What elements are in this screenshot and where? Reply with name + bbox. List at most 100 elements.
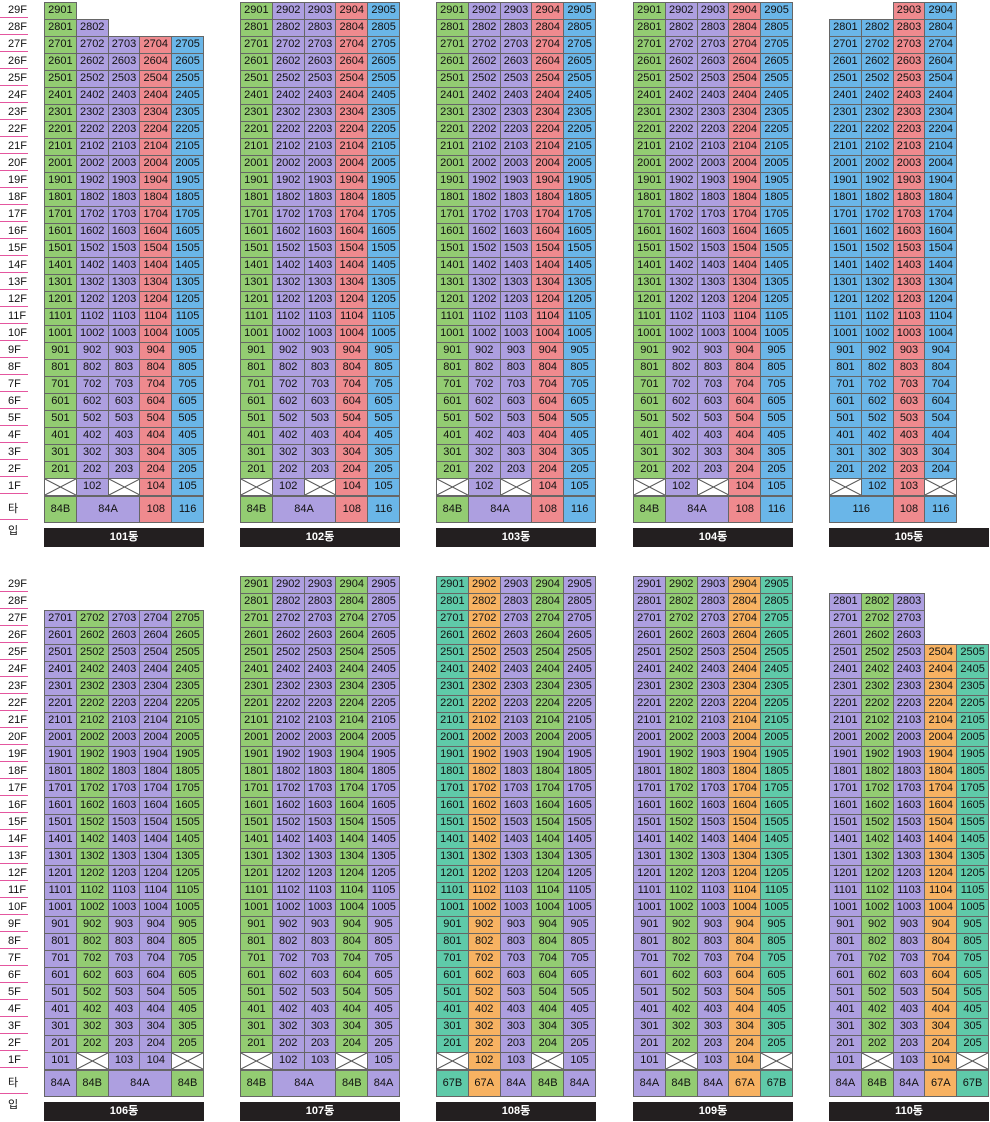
unit-cell: 2904 (728, 2, 762, 20)
unit-cell: 601 (240, 967, 273, 985)
unit-cell: 1201 (44, 291, 77, 309)
unit-cell: 2604 (531, 53, 565, 71)
unit-cell: 403 (107, 1001, 141, 1019)
unit-cell: 1101 (829, 308, 862, 326)
unit-cell: 805 (367, 359, 400, 377)
unit-cell: 1601 (240, 797, 273, 815)
unit-cell: 305 (760, 444, 793, 462)
unit-cell: 1201 (633, 291, 666, 309)
unit-cell: 1103 (107, 882, 141, 900)
unit-cell: 703 (696, 950, 730, 968)
unit-cell: 1402 (860, 831, 894, 849)
unit-cell: 1001 (633, 325, 666, 343)
unit-cell: 202 (467, 461, 501, 479)
unit-cell: 403 (303, 427, 337, 445)
unit-cell: 2101 (44, 138, 77, 156)
building-label: 105동 (829, 528, 989, 547)
unit-cell: 1304 (139, 848, 173, 866)
unit-cell: 1702 (860, 206, 894, 224)
floor-label: 4F (0, 1001, 28, 1017)
unit-cell: 1405 (760, 257, 793, 275)
unit-cell: 1304 (335, 274, 369, 292)
unit-cell: 2702 (664, 610, 698, 628)
unit-cell: 2104 (335, 138, 369, 156)
unit-cell: 1005 (760, 899, 793, 917)
unit-cell: 1403 (892, 831, 926, 849)
unit-cell: 104 (139, 1052, 173, 1070)
unit-cell: 905 (760, 916, 793, 934)
floor-label: 29F (0, 2, 28, 18)
unit-cell: 204 (335, 1035, 369, 1053)
unit-cell: 2105 (956, 712, 989, 730)
unit-cell: 1202 (860, 865, 894, 883)
unit-cell: 603 (107, 967, 141, 985)
unit-cell: 305 (563, 1018, 596, 1036)
unit-cell: 1603 (696, 223, 730, 241)
unit-cell: 1002 (271, 325, 305, 343)
unit-cell: 2905 (367, 576, 400, 594)
unit-cell: 2902 (271, 576, 305, 594)
unit-cell: 703 (892, 376, 926, 394)
unit-cell: 2303 (499, 104, 533, 122)
unit-cell: 901 (829, 916, 862, 934)
floor-label: 18F (0, 763, 28, 779)
unit-cell: 1204 (924, 865, 958, 883)
unit-cell: 1105 (563, 882, 596, 900)
unit-cell: 1403 (696, 257, 730, 275)
unit-cell: 2802 (467, 593, 501, 611)
unit-cell: 1004 (728, 325, 762, 343)
unit-cell: 604 (335, 393, 369, 411)
unit-cell: 2703 (892, 36, 926, 54)
unit-cell: 1602 (271, 797, 305, 815)
unit-cell: 2304 (139, 678, 173, 696)
unit-cell: 1202 (664, 865, 698, 883)
unit-cell: 903 (303, 916, 337, 934)
unit-cell: 803 (892, 359, 926, 377)
unit-cell: 503 (499, 984, 533, 1002)
unit-cell: 1601 (44, 797, 77, 815)
unit-cell: 1503 (696, 240, 730, 258)
unit-cell: 1604 (728, 797, 762, 815)
unit-cell: 1004 (531, 899, 565, 917)
unit-cell: 601 (44, 967, 77, 985)
unit-cell: 1805 (760, 763, 793, 781)
unit-cell: 1601 (829, 223, 862, 241)
unit-cell: 201 (633, 1035, 666, 1053)
unit-cell: 2203 (107, 121, 141, 139)
unit-cell: 2204 (728, 695, 762, 713)
unit-cell: 1403 (303, 257, 337, 275)
unit-cell: 1205 (563, 865, 596, 883)
unit-cell: 203 (696, 1035, 730, 1053)
unit-cell: 2904 (728, 576, 762, 594)
unit-cell: 2101 (436, 712, 469, 730)
unit-cell: 1101 (633, 308, 666, 326)
unit-cell: 1605 (563, 797, 596, 815)
unit-cell: 803 (107, 359, 141, 377)
unit-cell: 1801 (436, 189, 469, 207)
unit-cell: 204 (924, 1035, 958, 1053)
unit-cell: 1201 (240, 865, 273, 883)
unit-cell: 2701 (240, 610, 273, 628)
unit-cell: 103 (499, 1052, 533, 1070)
unit-cell: 402 (860, 1001, 894, 1019)
unit-cell: 2504 (531, 644, 565, 662)
unit-cell: 2304 (531, 678, 565, 696)
unit-cell: 504 (728, 984, 762, 1002)
unit-cell: 203 (892, 461, 926, 479)
unit-cell: 1903 (303, 172, 337, 190)
unit-cell: 1401 (436, 257, 469, 275)
unit-cell: 2703 (499, 610, 533, 628)
unit-cell: 601 (829, 393, 862, 411)
unit-cell: 2202 (860, 121, 894, 139)
unit-cell: 1604 (139, 223, 173, 241)
floor-label: 10F (0, 899, 28, 915)
unit-cell: 2505 (171, 644, 204, 662)
unit-cell: 201 (44, 461, 77, 479)
unit-cell: 2702 (860, 610, 894, 628)
unit-cell: 2501 (240, 70, 273, 88)
unit-cell: 1704 (531, 206, 565, 224)
unit-cell: 404 (139, 427, 173, 445)
unit-cell: 2404 (531, 661, 565, 679)
unit-cell: 501 (829, 984, 862, 1002)
unit-cell: 2604 (139, 53, 173, 71)
